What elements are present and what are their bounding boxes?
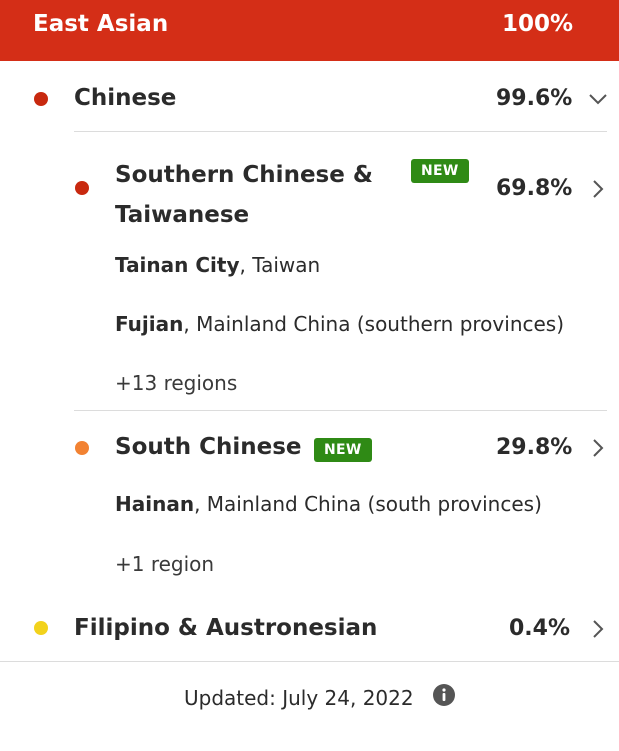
divider xyxy=(74,410,607,411)
chevron-right-icon[interactable] xyxy=(586,436,610,460)
info-icon[interactable] xyxy=(432,683,456,707)
chevron-down-icon[interactable] xyxy=(586,87,610,111)
southern-chinese-label-line1: Southern Chinese & xyxy=(115,162,373,188)
chinese-label: Chinese xyxy=(74,85,177,111)
filipino-label: Filipino & Austronesian xyxy=(74,615,378,641)
south-chinese-label: South Chinese xyxy=(115,434,302,460)
region-item: Fujian, Mainland China (southern provinc… xyxy=(115,312,565,336)
southern-chinese-label: Southern Chinese & Taiwanese xyxy=(115,155,373,235)
header-percent: 100% xyxy=(501,11,573,37)
more-regions-link[interactable]: +13 regions xyxy=(115,371,238,395)
region-item: Tainan City, Taiwan xyxy=(115,253,321,277)
filipino-percent: 0.4% xyxy=(509,616,571,641)
ancestry-header: East Asian 100% xyxy=(0,0,619,61)
filipino-dot xyxy=(34,621,48,635)
chevron-right-icon[interactable] xyxy=(586,177,610,201)
new-badge: NEW xyxy=(411,159,469,183)
footer-divider xyxy=(0,661,619,662)
header-title: East Asian xyxy=(33,11,169,37)
new-badge: NEW xyxy=(314,438,372,462)
more-regions-link[interactable]: +1 region xyxy=(115,552,215,576)
south-chinese-percent: 29.8% xyxy=(496,435,573,460)
updated-date: Updated: July 24, 2022 xyxy=(184,686,414,710)
southern-chinese-percent: 69.8% xyxy=(496,176,573,201)
southern-chinese-dot xyxy=(75,181,89,195)
south-chinese-dot xyxy=(75,441,89,455)
southern-chinese-label-line2: Taiwanese xyxy=(115,202,250,228)
chinese-dot xyxy=(34,92,48,106)
chinese-percent: 99.6% xyxy=(496,86,573,111)
divider xyxy=(74,131,607,132)
region-item: Hainan, Mainland China (south provinces) xyxy=(115,492,542,516)
chevron-right-icon[interactable] xyxy=(586,617,610,641)
